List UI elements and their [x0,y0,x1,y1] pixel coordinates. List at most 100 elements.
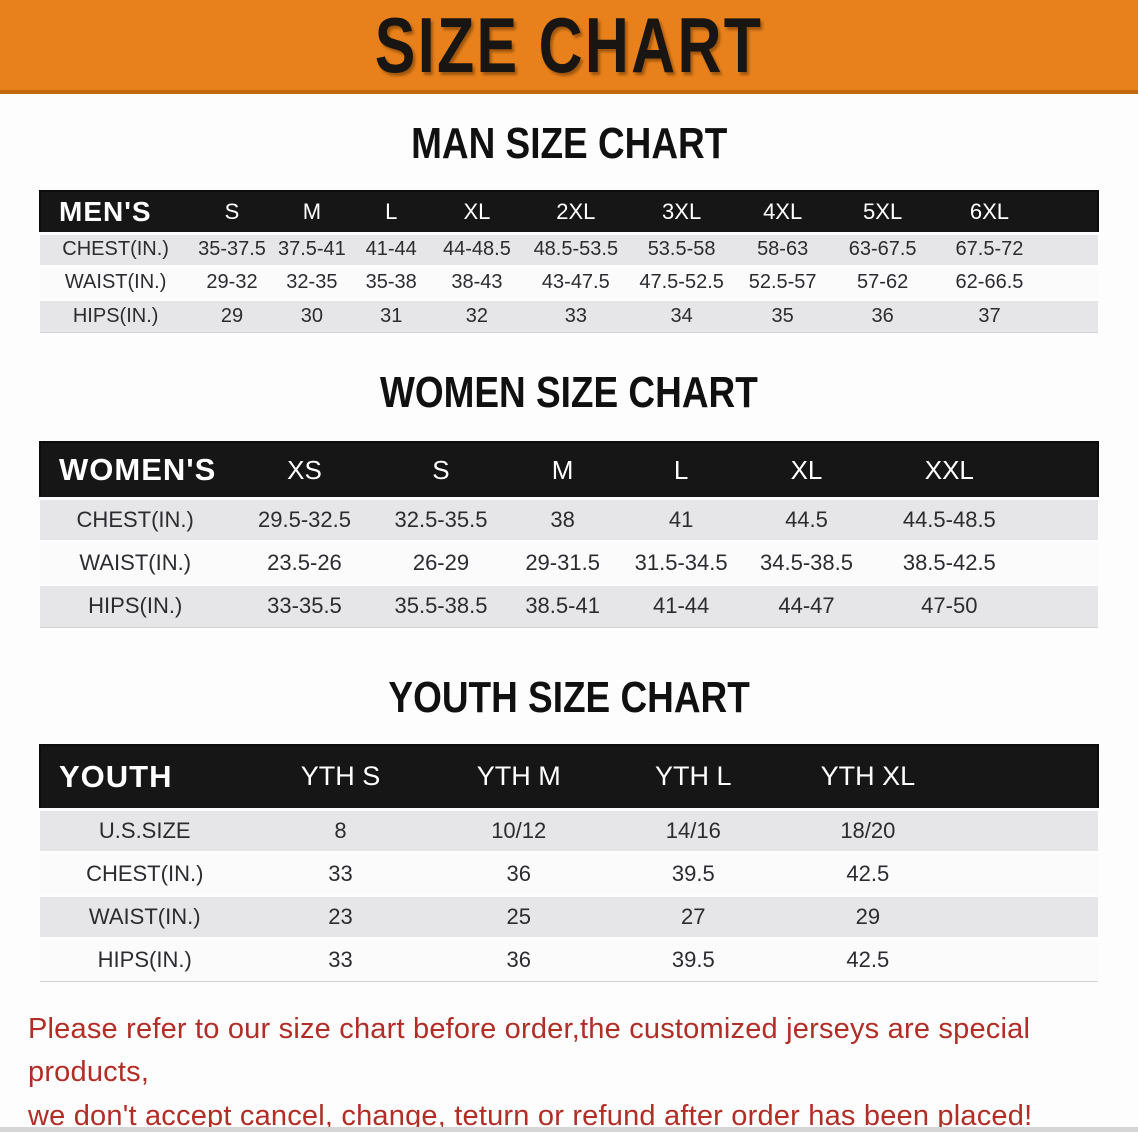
measurement-row-label: HIPS(IN.) [88,593,183,619]
mens-size-table: MEN'S S M L XL 2XL 3XL 4XL 5XL 6XL CHEST(IN.) 35-37… [39,190,1099,333]
measurement-row-label: CHEST(IN.) [62,238,169,261]
man-section-heading: MAN SIZE CHART [0,119,1138,168]
measurement-row: U.S.SIZE 8 10/12 14/16 18/20 [40,809,1098,853]
size-value-cell: 14/16 [665,817,721,843]
size-column-header: S [432,454,450,485]
size-value-cell: 34.5-38.5 [760,549,853,575]
size-value-cell: 32.5-35.5 [394,506,488,532]
size-column-header: YTH M [476,761,561,792]
filler-cell [955,809,1098,852]
measurement-row-label: HIPS(IN.) [72,304,159,327]
measurement-row-label: WAIST(IN.) [79,549,192,575]
banner-title: SIZE CHART [374,0,764,89]
filler-cell [955,938,1098,981]
size-value-cell: 38.5-42.5 [902,549,996,575]
measurement-row: HIPS(IN.) 33 36 39.5 42.5 [40,938,1098,982]
man-section-heading-text: MAN SIZE CHART [410,119,728,168]
size-value-cell: 33 [328,947,353,973]
size-value-cell: 53.5-58 [647,238,716,261]
size-value-cell: 30 [300,304,323,327]
size-value-cell: 29 [855,903,881,929]
size-value-cell: 42.5 [846,860,890,886]
size-value-cell: 31.5-34.5 [634,549,728,575]
measurement-row: WAIST(IN.) 29-32 32-35 35-38 38-43 43-47.5 47.… [40,266,1098,300]
size-value-cell: 32-35 [286,271,338,294]
size-value-cell: 44.5-48.5 [902,506,996,532]
size-value-cell: 67.5-72 [955,238,1024,261]
size-value-cell: 8 [334,817,347,843]
women-section-heading: WOMEN SIZE CHART [0,368,1138,417]
measurement-row-label: WAIST(IN.) [64,271,167,294]
size-value-cell: 44.5 [785,506,828,532]
size-value-cell: 31 [380,304,403,327]
measurement-row: HIPS(IN.) 33-35.5 35.5-38.5 38.5-41 41-44 44-… [40,584,1098,628]
size-value-cell: 34 [670,304,693,327]
filler-cell [1026,584,1098,627]
size-value-cell: 29.5-32.5 [258,506,351,532]
size-value-cell: 29-31.5 [525,549,600,575]
size-chart-banner: SIZE CHART [0,0,1138,94]
filler-cell [955,745,1098,809]
size-column-header: XL [463,199,491,225]
size-value-cell: 18/20 [840,817,896,843]
size-column-header: S [224,199,240,225]
filler-cell [1026,498,1098,541]
size-value-cell: 23.5-26 [267,549,342,575]
size-value-cell: 29 [220,304,244,327]
size-column-header: 4XL [763,199,803,225]
table-header-row: WOMEN'S XS S M L XL XXL [40,442,1098,499]
size-column-header: YTH S [300,761,381,792]
table-title-cell: WOMEN'S [59,452,217,488]
size-value-cell: 35.5-38.5 [394,593,488,619]
size-value-cell: 42.5 [846,947,890,973]
size-value-cell: 48.5-53.5 [533,238,619,261]
size-value-cell: 38-43 [451,271,503,294]
size-value-cell: 47.5-52.5 [639,271,724,294]
size-value-cell: 43-47.5 [541,271,610,294]
size-value-cell: 36 [506,860,531,886]
size-value-cell: 35-38 [365,271,417,294]
measurement-row: HIPS(IN.) 29 30 31 32 33 34 35 36 37 [40,299,1098,333]
filler-cell [1045,299,1098,332]
size-value-cell: 52.5-57 [748,271,817,294]
size-value-cell: 27 [681,903,706,929]
measurement-row-label: HIPS(IN.) [97,947,192,973]
filler-cell [1045,191,1098,233]
size-value-cell: 41 [668,506,694,532]
filler-cell [1045,266,1098,299]
size-column-header: L [673,454,689,485]
measurement-row-label: CHEST(IN.) [76,506,194,532]
youth-section-heading: YOUTH SIZE CHART [0,672,1138,722]
size-value-cell: 23 [328,903,353,929]
filler-cell [955,852,1098,895]
size-column-header: XS [287,454,322,485]
youth-size-table: YOUTH YTH S YTH M YTH L YTH XL U.S.SIZE 8 10/12… [39,744,1099,982]
size-value-cell: 39.5 [671,860,715,886]
size-value-cell: 44-47 [778,593,835,619]
size-value-cell: 38 [550,506,575,532]
youth-section-heading-text: YOUTH SIZE CHART [388,672,750,722]
size-value-cell: 32 [465,304,489,327]
disclaimer-line-2: we don't accept cancel, change, teturn o… [28,1099,1033,1132]
size-value-cell: 33-35.5 [267,593,342,619]
size-column-header: 6XL [969,199,1010,225]
filler-cell [1045,233,1098,266]
womens-size-table: WOMEN'S XS S M L XL XXL CHEST(IN.) 29.5-32.5 32.5… [39,441,1099,628]
measurement-row-label: WAIST(IN.) [88,903,201,929]
size-value-cell: 44-48.5 [442,238,511,261]
size-value-cell: 29-32 [206,271,258,294]
disclaimer-line-1: Please refer to our size chart before or… [28,1012,1031,1089]
bottom-gray-strip [0,1127,1138,1132]
size-value-cell: 10/12 [491,817,547,843]
table-title-cell: MEN'S [59,196,152,228]
size-value-cell: 57-62 [857,271,909,294]
size-column-header: YTH XL [820,761,916,792]
table-title-cell: YOUTH [59,758,173,794]
size-column-header: XL [790,454,823,485]
size-value-cell: 41-44 [652,593,710,619]
measurement-row-label: U.S.SIZE [98,817,191,843]
disclaimer-text: Please refer to our size chart before or… [0,1008,1138,1132]
size-column-header: YTH L [655,761,732,792]
size-column-header: 3XL [662,199,702,225]
